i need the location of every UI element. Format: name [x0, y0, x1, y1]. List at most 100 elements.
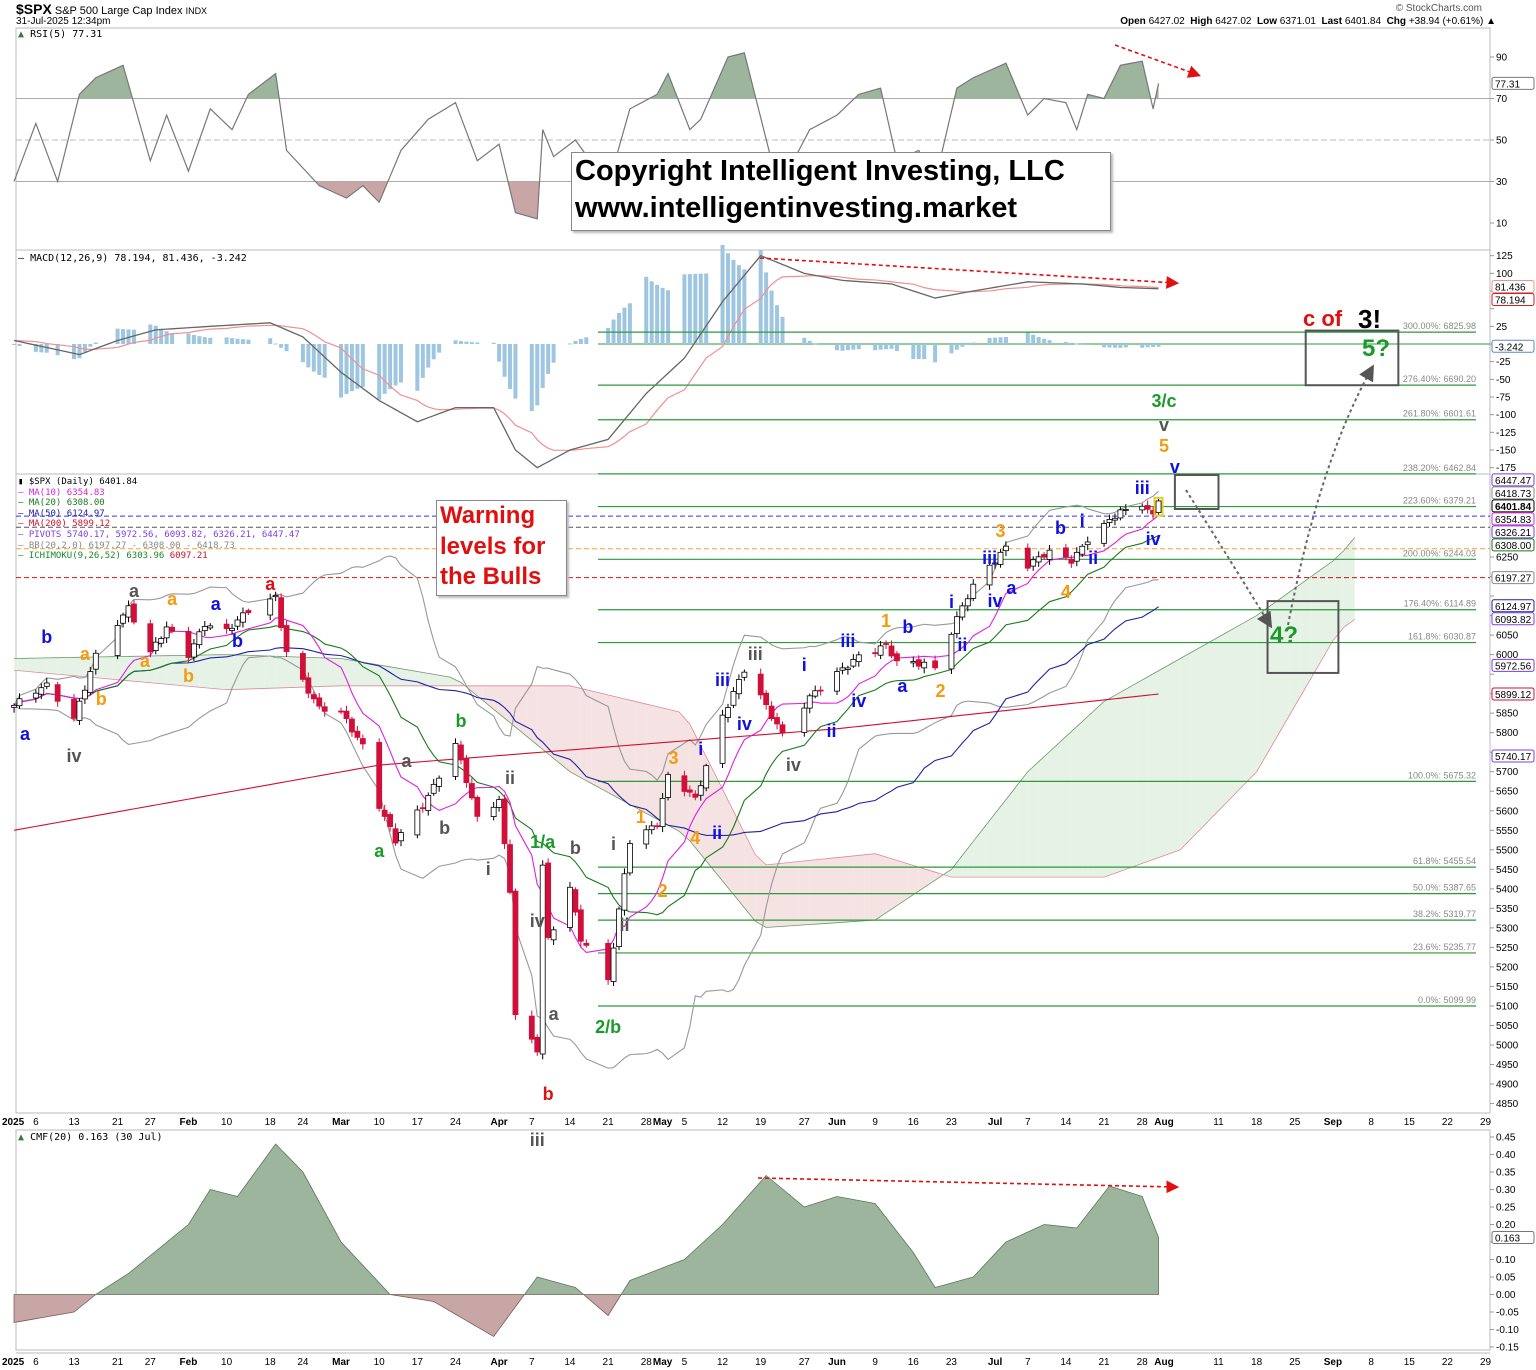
price-candle	[1063, 543, 1069, 561]
macd-histogram-bar	[1003, 336, 1008, 344]
candle-body	[316, 697, 323, 707]
ichimoku-cloud-segment	[471, 685, 483, 701]
wave-label: a	[211, 594, 222, 614]
candle-body	[305, 677, 312, 694]
price-candle	[201, 621, 208, 636]
candle-body	[381, 809, 388, 817]
macd-histogram-bar	[33, 344, 38, 352]
wave-label: b	[96, 689, 107, 709]
price-candle	[692, 790, 699, 801]
price-candle	[964, 594, 971, 612]
panel-frame-1	[15, 249, 1491, 475]
price-candle	[915, 655, 922, 670]
price-candle	[883, 640, 889, 649]
date-tick-label: 21	[112, 1357, 124, 1368]
rsi-overbought-fill	[14, 52, 1159, 99]
candle-body	[354, 730, 361, 738]
wave-label: iv	[737, 714, 752, 734]
date-tick-label: Feb	[180, 1357, 198, 1368]
candle-body	[643, 829, 650, 845]
macd-histogram-bar	[617, 312, 621, 344]
price-candle	[321, 702, 328, 717]
price-candle	[583, 939, 590, 948]
candle-body	[507, 844, 513, 893]
cmf-axis-label: 0.10	[1496, 1255, 1516, 1266]
macd-histogram-bar	[131, 329, 136, 344]
price-axis-label: 4850	[1496, 1099, 1519, 1110]
candle-body	[665, 774, 671, 798]
candle-body	[490, 806, 497, 817]
date-tick-label: 7	[1025, 1357, 1031, 1368]
macd-histogram-bar	[856, 344, 861, 350]
fib-level-label: 261.80%: 6601.61	[1403, 409, 1476, 419]
price-candle	[932, 655, 938, 671]
price-candle	[970, 579, 977, 602]
price-candle	[338, 707, 344, 715]
ichimoku-cloud-segment	[1289, 584, 1301, 716]
ichimoku-cloud-segment	[613, 696, 625, 802]
price-candle	[697, 780, 704, 801]
cmf-negative-area	[13, 1294, 1159, 1338]
wave-label: 3	[995, 521, 1005, 541]
date-tick-label: 27	[145, 1357, 157, 1368]
macd-histogram-bar	[584, 337, 589, 344]
date-tick-label: 27	[145, 1117, 157, 1128]
candle-body	[948, 633, 955, 670]
price-candle	[11, 703, 17, 713]
price-axis-tag: 6308.00	[1495, 541, 1532, 552]
macd-histogram-bar	[121, 329, 126, 344]
ichimoku-cloud-segment	[166, 655, 178, 686]
price-candle	[959, 602, 966, 621]
indicator-icon: ▲	[18, 29, 25, 40]
ichimoku-cloud-segment	[493, 685, 505, 719]
date-tick-label: 27	[799, 1357, 811, 1368]
price-axis-tag-box	[1491, 599, 1535, 613]
price-axis-label: 6000	[1496, 650, 1519, 661]
cmf-positive-area	[13, 1143, 1159, 1295]
price-candle	[234, 616, 241, 630]
price-candle	[741, 669, 748, 681]
candle-body	[392, 828, 399, 844]
cmf-axis-label: -0.10	[1496, 1325, 1519, 1336]
price-candle	[207, 623, 214, 631]
ichimoku-cloud-segment	[766, 863, 778, 928]
fib-level-label: 23.6%: 5235.77	[1413, 942, 1476, 952]
target-box	[1173, 474, 1220, 510]
date-tick-label: Jun	[828, 1117, 846, 1128]
website-line: www.intelligentinvesting.market	[575, 192, 1018, 224]
ichimoku-cloud-segment	[439, 675, 451, 686]
price-candle	[763, 690, 770, 710]
candle-body	[310, 694, 317, 700]
macd-histogram-bar	[965, 344, 970, 345]
date-tick-label: Mar	[332, 1117, 350, 1128]
macd-histogram-bar	[415, 344, 420, 391]
macd-histogram-bar	[731, 259, 736, 344]
ichimoku-cloud-segment	[853, 854, 865, 922]
macd-histogram-bar	[922, 344, 927, 360]
ichimoku-cloud-segment	[319, 657, 331, 687]
macd-histogram-bar	[82, 344, 87, 352]
target-box	[1304, 329, 1400, 387]
macd-histogram-bar	[311, 344, 316, 372]
legend-text: BB(20,2.0) 6197.27 - 6308.00 - 6418.73	[28, 540, 235, 551]
legend-swatch: —	[18, 519, 29, 530]
price-candle	[888, 640, 895, 659]
legend-swatch: —	[18, 529, 29, 540]
cmf-axis-tag-box	[1491, 1230, 1535, 1244]
date-tick-label: 19	[755, 1117, 767, 1128]
price-candle	[910, 656, 917, 668]
price-candle	[779, 721, 786, 737]
date-tick-label: 5	[682, 1357, 688, 1368]
candle-body	[528, 1015, 535, 1040]
ichimoku-cloud-segment	[1300, 576, 1312, 697]
candle-body	[1155, 500, 1162, 513]
ichimoku-cloud-segment	[286, 656, 298, 688]
legend-item: — MA(10) 6354.83	[18, 488, 300, 499]
date-tick-label: 14	[564, 1117, 576, 1128]
price-candle	[845, 665, 851, 675]
date-tick-label: 10	[374, 1117, 386, 1128]
price-candle	[774, 712, 780, 730]
candle-body	[436, 777, 443, 787]
macd-histogram-bar	[72, 344, 76, 360]
macd-histogram-bar	[317, 344, 322, 375]
